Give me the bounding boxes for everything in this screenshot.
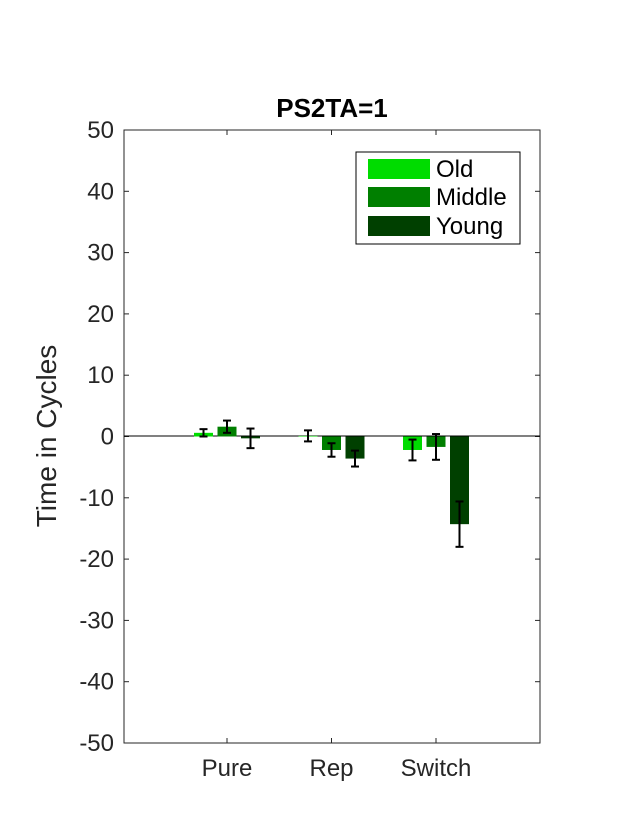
x-tick-label: Rep <box>309 755 353 782</box>
error-bar-old-switch <box>408 438 417 462</box>
legend-swatch-old <box>368 159 430 179</box>
y-tick-label: -10 <box>79 485 114 512</box>
bar-young-switch <box>450 436 469 525</box>
error-bar-old-pure <box>199 428 208 438</box>
error-bar-young-rep <box>351 449 359 468</box>
legend-label-old: Old <box>436 156 473 183</box>
error-bar-young-pure <box>246 427 255 450</box>
error-bar-old-rep <box>304 429 312 443</box>
error-bar-middle-rep <box>327 442 336 458</box>
x-axis: Pure Rep Switch <box>202 130 472 782</box>
legend-swatch-middle <box>368 187 430 207</box>
y-tick-label: 40 <box>87 178 114 205</box>
chart-title: PS2TA=1 <box>276 93 388 123</box>
y-tick-label: 0 <box>101 424 114 451</box>
error-bar-middle-pure <box>223 419 231 434</box>
x-tick-label: Switch <box>401 755 472 782</box>
y-tick-label: 20 <box>87 301 114 328</box>
error-bar-young-switch <box>455 500 464 548</box>
bar-young-rep <box>345 436 365 459</box>
legend-label-young: Young <box>436 213 503 240</box>
legend: Old Middle Young <box>355 151 521 245</box>
y-tick-label: 30 <box>87 240 114 267</box>
y-tick-label: -40 <box>79 669 114 696</box>
y-axis-label: Time in Cycles <box>31 345 62 528</box>
y-tick-label: -50 <box>79 730 114 757</box>
x-tick-label: Pure <box>202 755 253 782</box>
bars-group <box>194 419 469 548</box>
y-tick-label: -30 <box>79 607 114 634</box>
y-tick-label: -20 <box>79 546 114 573</box>
error-bar-middle-switch <box>432 433 440 461</box>
legend-swatch-young <box>368 216 430 236</box>
legend-label-middle: Middle <box>436 184 507 211</box>
y-tick-label: 10 <box>87 362 114 389</box>
y-axis: 50 40 30 20 10 0 -10 -20 -30 -40 -50 <box>79 117 540 757</box>
y-tick-label: 50 <box>87 117 114 144</box>
